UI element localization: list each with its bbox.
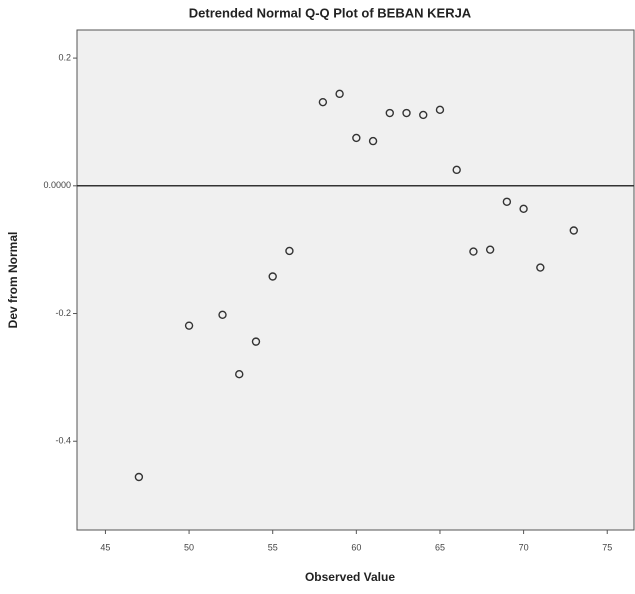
point bbox=[184, 321, 194, 330]
x-tick-label: 65 bbox=[435, 542, 445, 552]
point bbox=[435, 105, 445, 115]
point bbox=[569, 226, 578, 235]
point bbox=[519, 204, 528, 213]
y-tick-label: 0.0000 bbox=[43, 180, 71, 190]
x-tick-label: 70 bbox=[519, 542, 529, 552]
point bbox=[469, 247, 478, 256]
point bbox=[419, 110, 428, 120]
point bbox=[134, 472, 144, 482]
y-tick-label: 0.2 bbox=[58, 52, 71, 62]
x-tick-label: 55 bbox=[268, 542, 278, 552]
point bbox=[235, 369, 244, 379]
point bbox=[502, 197, 512, 206]
x-tick-label: 50 bbox=[184, 542, 194, 552]
point bbox=[385, 108, 394, 118]
point bbox=[218, 310, 227, 320]
point bbox=[352, 133, 361, 143]
chart-title: Detrended Normal Q-Q Plot of BEBAN KERJA bbox=[189, 5, 472, 20]
point bbox=[268, 272, 277, 281]
point bbox=[368, 136, 378, 146]
y-axis-label: Dev from Normal bbox=[6, 232, 20, 329]
x-tick-label: 45 bbox=[100, 542, 110, 552]
point bbox=[285, 246, 294, 256]
point bbox=[452, 165, 461, 175]
point bbox=[485, 245, 495, 254]
plot-area bbox=[76, 29, 635, 531]
point bbox=[536, 263, 545, 272]
x-tick-label: 75 bbox=[602, 542, 612, 552]
y-tick-label: -0.4 bbox=[55, 436, 71, 446]
point bbox=[251, 337, 261, 346]
point bbox=[402, 108, 411, 118]
x-tick-label: 60 bbox=[351, 542, 361, 552]
point bbox=[318, 97, 328, 107]
y-tick-label: -0.2 bbox=[55, 308, 71, 318]
x-axis-label: Observed Value bbox=[305, 570, 395, 584]
point bbox=[335, 89, 344, 99]
